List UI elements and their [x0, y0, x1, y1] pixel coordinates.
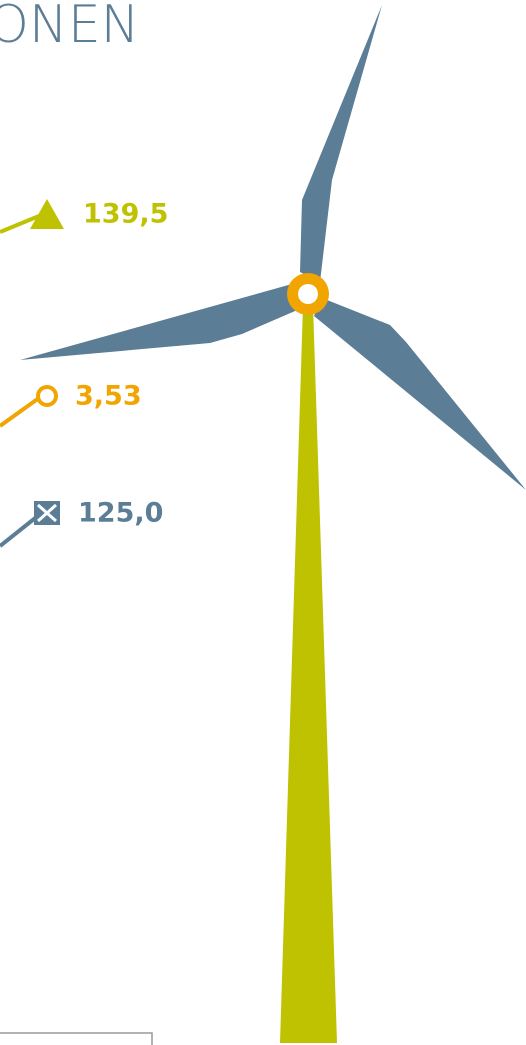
series-line: [0, 513, 41, 548]
tower: [280, 305, 337, 1043]
marker: [36, 385, 58, 407]
blade: [300, 5, 382, 282]
marker: [37, 503, 57, 523]
marker: [30, 199, 64, 229]
title: ONEN: [0, 0, 140, 55]
frame-edge: [0, 1032, 153, 1045]
blade: [314, 298, 526, 490]
end-label: 125,0: [78, 498, 163, 529]
end-label: 3,53: [75, 381, 142, 412]
hub-center: [298, 284, 318, 304]
series-line: [0, 214, 40, 234]
series-line: [0, 396, 41, 428]
wind-turbine: [20, 5, 526, 1043]
end-label: 139,5: [83, 199, 168, 230]
blade: [20, 284, 302, 360]
